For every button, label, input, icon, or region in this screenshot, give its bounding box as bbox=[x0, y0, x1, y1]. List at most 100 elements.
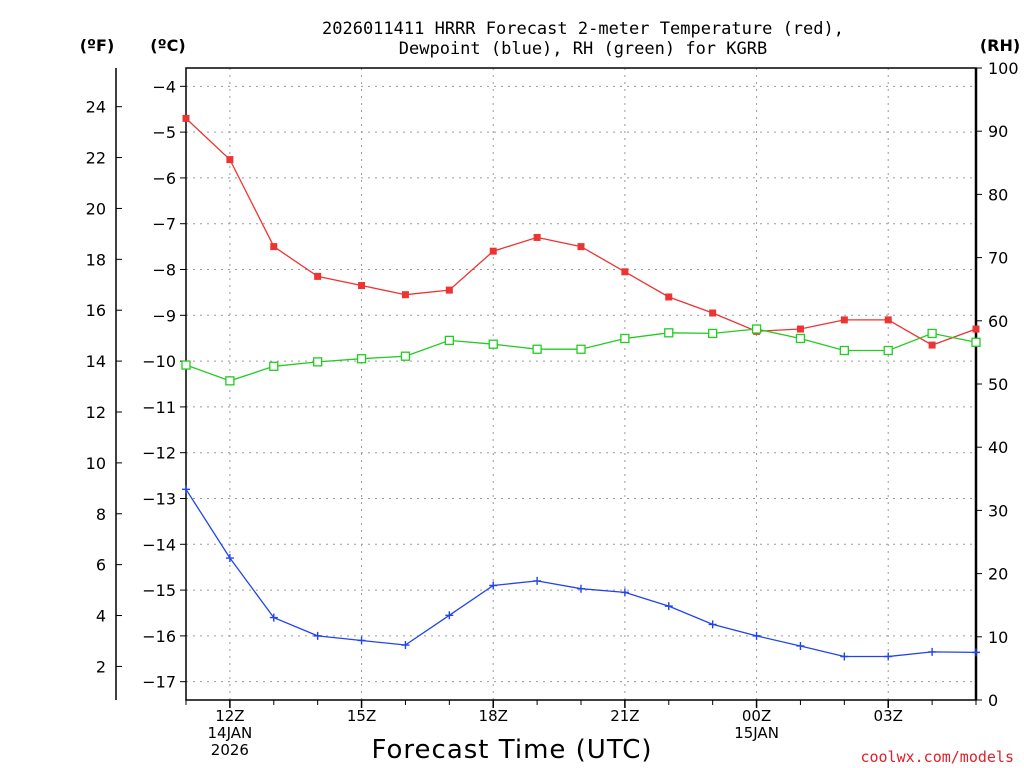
fahrenheit-tick-label: 12 bbox=[86, 403, 106, 422]
dewpoint-point bbox=[269, 613, 278, 622]
series-rh bbox=[181, 324, 981, 386]
rh-point bbox=[708, 328, 718, 339]
dewpoint-point bbox=[840, 652, 849, 661]
temperature-point bbox=[489, 247, 497, 255]
series-temperature bbox=[182, 114, 980, 349]
fahrenheit-tick-label: 14 bbox=[86, 352, 106, 371]
celsius-tick-label: −16 bbox=[142, 627, 176, 646]
x-tick-label: 12Z bbox=[215, 707, 244, 725]
fahrenheit-axis-label: (ºF) bbox=[80, 36, 115, 55]
celsius-tick-label: −4 bbox=[152, 77, 176, 96]
rh-point bbox=[927, 328, 937, 339]
temperature-point bbox=[401, 291, 409, 299]
celsius-tick-label: −8 bbox=[152, 261, 176, 280]
x-tick-label: 00Z bbox=[742, 707, 771, 725]
dewpoint-point bbox=[620, 588, 629, 597]
dewpoint-point bbox=[357, 636, 366, 645]
x-tick-label: 18Z bbox=[479, 707, 508, 725]
dewpoint-point bbox=[928, 647, 937, 656]
dewpoint-point bbox=[401, 641, 410, 650]
rh-line bbox=[185, 328, 977, 382]
temperature-point bbox=[840, 316, 848, 324]
rh-point bbox=[664, 328, 674, 338]
series bbox=[181, 114, 981, 661]
celsius-tick-label: −11 bbox=[142, 398, 176, 417]
x-tick-label: 15Z bbox=[347, 707, 376, 725]
fahrenheit-tick-label: 8 bbox=[96, 505, 106, 524]
celsius-tick-label: −10 bbox=[142, 352, 176, 371]
dewpoint-point bbox=[225, 554, 234, 563]
temperature-point bbox=[928, 341, 936, 349]
rh-tick-label: 40 bbox=[988, 438, 1008, 457]
plot-frame bbox=[185, 67, 977, 701]
rh-point bbox=[181, 360, 191, 370]
rh-point bbox=[400, 351, 411, 361]
dewpoint-point bbox=[884, 652, 893, 661]
rh-tick-label: 80 bbox=[988, 185, 1008, 204]
celsius-tick-label: −12 bbox=[142, 444, 176, 463]
celsius-tick-label: −9 bbox=[152, 306, 176, 325]
credit-text: coolwx.com/models bbox=[860, 748, 1014, 766]
temperature-point bbox=[577, 243, 585, 251]
series-dewpoint bbox=[182, 485, 980, 661]
fahrenheit-tick-label: 6 bbox=[96, 556, 106, 575]
x-tick-label: 15JAN bbox=[734, 724, 779, 742]
celsius-axis-label: (ºC) bbox=[150, 36, 185, 55]
rh-tick-label: 60 bbox=[988, 312, 1008, 331]
dewpoint-point bbox=[313, 631, 322, 640]
fahrenheit-tick-label: 18 bbox=[86, 250, 106, 269]
celsius-tick-label: −7 bbox=[152, 215, 176, 234]
temperature-point bbox=[533, 233, 541, 241]
temperature-point bbox=[884, 316, 892, 324]
temperature-point bbox=[621, 268, 629, 276]
rh-point bbox=[620, 333, 630, 344]
rh-tick-label: 90 bbox=[988, 122, 1008, 141]
dewpoint-line bbox=[185, 488, 977, 658]
rh-point bbox=[356, 354, 367, 364]
rh-tick-label: 70 bbox=[988, 249, 1008, 268]
rh-point bbox=[444, 335, 454, 346]
temperature-point bbox=[182, 114, 190, 122]
rh-axis-label: (RH) bbox=[980, 36, 1020, 55]
x-axis-title: Forecast Time (UTC) bbox=[371, 735, 652, 765]
dewpoint-point bbox=[182, 485, 190, 494]
temperature-point bbox=[972, 325, 980, 333]
rh-point bbox=[839, 345, 849, 356]
rh-tick-label: 20 bbox=[988, 565, 1008, 584]
x-tick-label: 21Z bbox=[610, 707, 639, 725]
temperature-point bbox=[270, 243, 278, 251]
celsius-tick-label: −17 bbox=[142, 673, 176, 692]
dewpoint-point bbox=[533, 576, 542, 585]
temperature-point bbox=[665, 293, 673, 301]
rh-tick-label: 100 bbox=[988, 59, 1019, 78]
celsius-tick-label: −5 bbox=[152, 123, 176, 142]
dewpoint-point bbox=[489, 581, 498, 590]
fahrenheit-tick-label: 2 bbox=[96, 657, 106, 676]
celsius-tick-label: −13 bbox=[142, 489, 176, 508]
rh-point bbox=[532, 344, 542, 354]
x-tick-label: 03Z bbox=[874, 707, 903, 725]
rh-tick-label: 10 bbox=[988, 628, 1008, 647]
axes bbox=[115, 67, 982, 708]
rh-point bbox=[971, 337, 981, 347]
rh-tick-label: 50 bbox=[988, 375, 1008, 394]
fahrenheit-tick-label: 24 bbox=[86, 98, 106, 117]
rh-point bbox=[795, 333, 806, 344]
temperature-point bbox=[445, 286, 453, 294]
rh-point bbox=[576, 344, 586, 354]
rh-point bbox=[883, 345, 893, 356]
x-tick-label: 2026 bbox=[211, 741, 249, 759]
rh-point bbox=[269, 361, 279, 371]
dewpoint-point bbox=[708, 620, 717, 629]
fahrenheit-tick-label: 10 bbox=[86, 454, 106, 473]
grid bbox=[186, 68, 976, 700]
fahrenheit-tick-label: 22 bbox=[86, 149, 106, 168]
tick-labels: −4−5−6−7−8−9−10−11−12−13−14−15−16−172422… bbox=[86, 59, 1019, 759]
rh-point bbox=[488, 339, 498, 349]
dewpoint-point bbox=[445, 611, 454, 620]
fahrenheit-tick-label: 20 bbox=[86, 199, 106, 218]
temperature-point bbox=[709, 309, 717, 317]
celsius-tick-label: −15 bbox=[142, 581, 176, 600]
celsius-tick-label: −6 bbox=[152, 169, 176, 188]
